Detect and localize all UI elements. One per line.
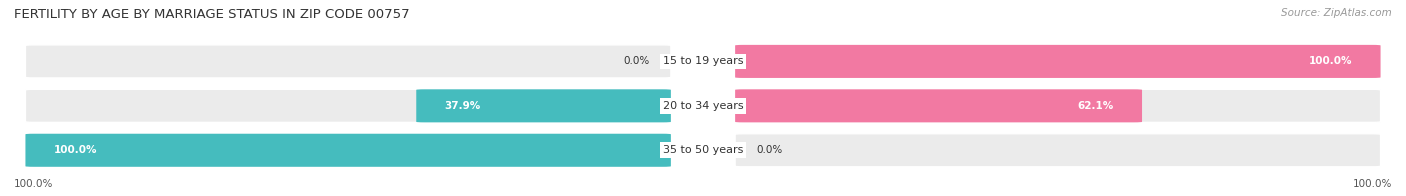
- Text: 15 to 19 years: 15 to 19 years: [662, 56, 744, 66]
- Text: 100.0%: 100.0%: [1309, 56, 1353, 66]
- FancyBboxPatch shape: [735, 89, 1142, 122]
- FancyBboxPatch shape: [735, 45, 1381, 78]
- FancyBboxPatch shape: [25, 89, 671, 122]
- FancyBboxPatch shape: [735, 45, 1381, 78]
- Text: 35 to 50 years: 35 to 50 years: [662, 145, 744, 155]
- Text: 100.0%: 100.0%: [14, 179, 53, 189]
- FancyBboxPatch shape: [25, 134, 671, 167]
- FancyBboxPatch shape: [416, 89, 671, 122]
- Text: 37.9%: 37.9%: [444, 101, 481, 111]
- FancyBboxPatch shape: [25, 134, 671, 167]
- FancyBboxPatch shape: [25, 45, 671, 78]
- Text: 100.0%: 100.0%: [1353, 179, 1392, 189]
- Text: 100.0%: 100.0%: [53, 145, 97, 155]
- Text: 62.1%: 62.1%: [1077, 101, 1114, 111]
- Text: 0.0%: 0.0%: [756, 145, 783, 155]
- Text: FERTILITY BY AGE BY MARRIAGE STATUS IN ZIP CODE 00757: FERTILITY BY AGE BY MARRIAGE STATUS IN Z…: [14, 8, 409, 21]
- Text: 0.0%: 0.0%: [623, 56, 650, 66]
- Text: 20 to 34 years: 20 to 34 years: [662, 101, 744, 111]
- FancyBboxPatch shape: [735, 89, 1381, 122]
- Text: Source: ZipAtlas.com: Source: ZipAtlas.com: [1281, 8, 1392, 18]
- FancyBboxPatch shape: [735, 134, 1381, 167]
